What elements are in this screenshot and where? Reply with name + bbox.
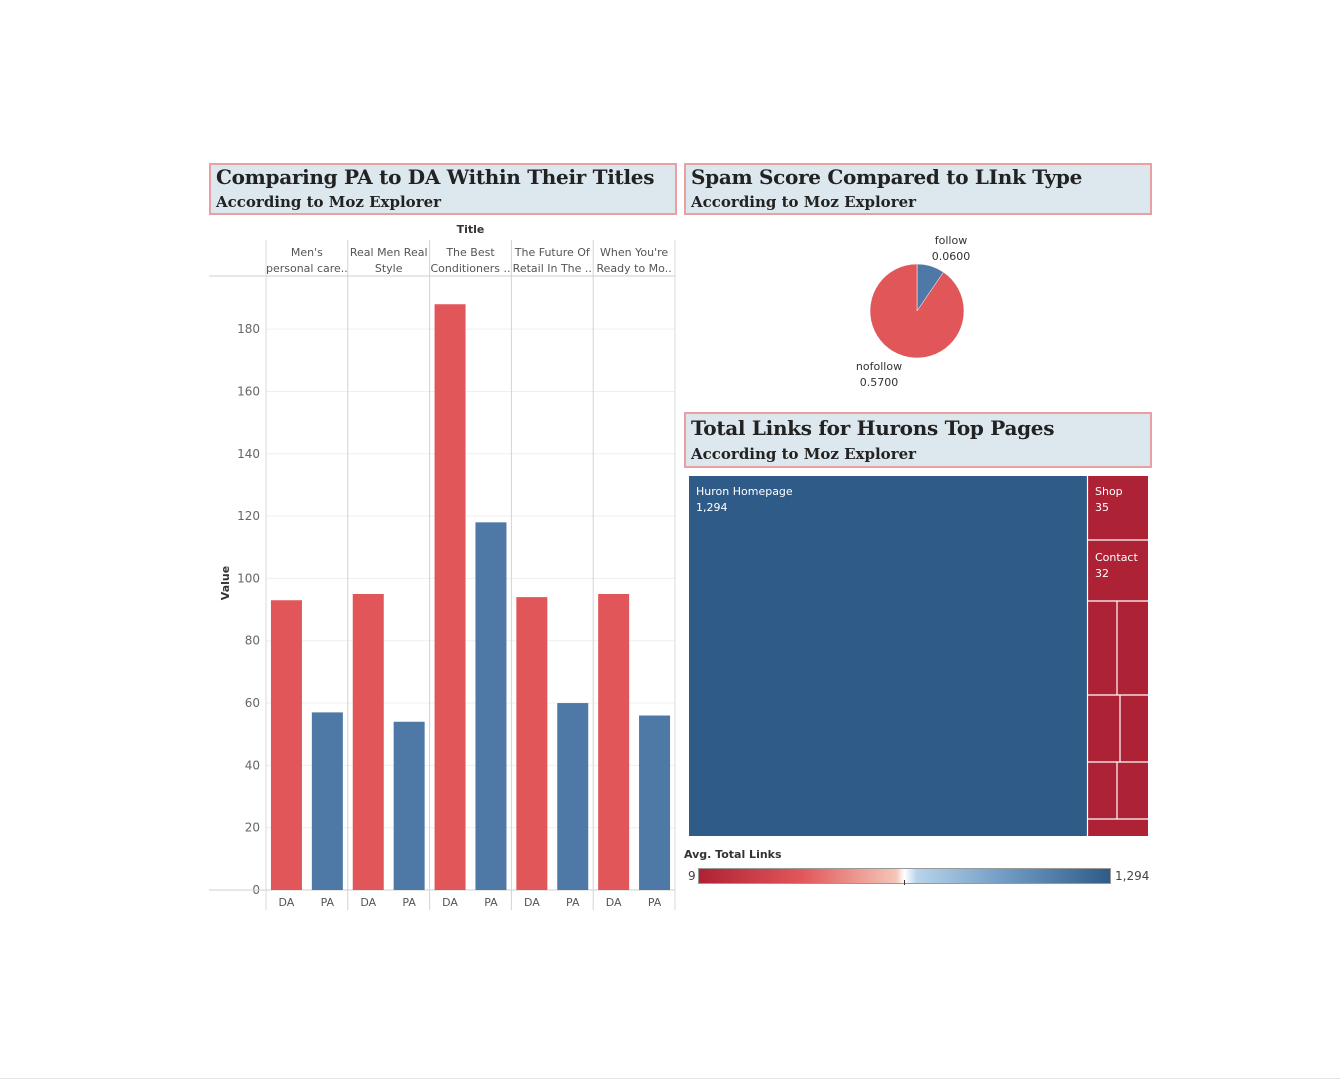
group-label: The Future Of [514, 246, 591, 259]
treemap-title: Total Links for Hurons Top Pages [691, 416, 1055, 440]
treemap-title-box: Total Links for Hurons Top Pages Accordi… [684, 412, 1152, 468]
treemap-label-value: 1,294 [696, 501, 728, 514]
bar-chart-title-box: Comparing PA to DA Within Their Titles A… [209, 163, 677, 215]
bar-pa [557, 703, 589, 890]
y-tick-label: 60 [245, 696, 260, 710]
y-tick-label: 160 [237, 384, 260, 398]
group-label: Conditioners .. [430, 262, 510, 275]
bar-chart-subtitle: According to Moz Explorer [216, 193, 442, 211]
pie-chart-title: Spam Score Compared to LInk Type [691, 165, 1083, 189]
treemap-legend-max-label: 1,294 [1115, 869, 1150, 883]
pie-label-value: 0.0600 [932, 250, 971, 263]
treemap-legend-min-label: 9 [688, 869, 696, 883]
bar-da [352, 594, 384, 890]
pie-chart-title-box: Spam Score Compared to LInk Type Accordi… [684, 163, 1152, 215]
pie-slice-nofollow [869, 263, 965, 359]
group-label: Ready to Mo.. [596, 262, 671, 275]
x-tick-label: PA [484, 896, 498, 909]
x-tick-label: DA [360, 896, 376, 909]
y-tick-label: 40 [245, 758, 260, 772]
treemap-legend-marker [904, 880, 905, 885]
group-label: Retail In The .. [513, 262, 592, 275]
treemap-label-value: 32 [1095, 567, 1109, 580]
group-label: personal care.. [266, 262, 348, 275]
pie-label-name: follow [935, 234, 967, 247]
treemap-subtitle: According to Moz Explorer [691, 445, 917, 463]
column-header-label: Title [457, 223, 485, 236]
y-tick-label: 120 [237, 509, 260, 523]
x-tick-label: PA [648, 896, 662, 909]
bar-pa [639, 715, 671, 890]
page-bottom-divider [0, 1078, 1340, 1079]
group-label: The Best [445, 246, 495, 259]
group-label: When You're [600, 246, 668, 259]
y-tick-label: 80 [245, 634, 260, 648]
bar-pa [393, 721, 425, 890]
treemap-label-name: Contact [1095, 551, 1138, 564]
treemap-label-name: Huron Homepage [696, 485, 793, 498]
treemap-label-name: Shop [1095, 485, 1123, 498]
bar-da [598, 594, 630, 890]
pie-label-value: 0.5700 [860, 376, 899, 389]
bar-da [434, 304, 466, 890]
y-tick-label: 140 [237, 447, 260, 461]
x-tick-label: PA [566, 896, 580, 909]
treemap-label-value: 35 [1095, 501, 1109, 514]
y-axis-label: Value [219, 566, 232, 600]
bar-da [516, 597, 548, 890]
bar-chart-title: Comparing PA to DA Within Their Titles [216, 165, 655, 189]
treemap-small-region [1088, 476, 1148, 836]
group-label: Men's [291, 246, 323, 259]
y-tick-label: 20 [245, 821, 260, 835]
x-tick-label: PA [321, 896, 335, 909]
x-tick-label: DA [442, 896, 458, 909]
pie-label-name: nofollow [856, 360, 902, 373]
bar-da [270, 600, 302, 890]
treemap-cell-huron-homepage [689, 476, 1087, 836]
bar-pa [311, 712, 343, 890]
y-tick-label: 100 [237, 571, 260, 585]
group-label: Real Men Real [350, 246, 428, 259]
x-tick-label: DA [606, 896, 622, 909]
y-tick-label: 180 [237, 322, 260, 336]
bar-pa [475, 522, 507, 890]
x-tick-label: DA [524, 896, 540, 909]
x-tick-label: PA [402, 896, 416, 909]
pie-chart-subtitle: According to Moz Explorer [691, 193, 917, 211]
x-tick-label: DA [279, 896, 295, 909]
group-label: Style [375, 262, 403, 275]
treemap-legend-title: Avg. Total Links [684, 848, 782, 861]
